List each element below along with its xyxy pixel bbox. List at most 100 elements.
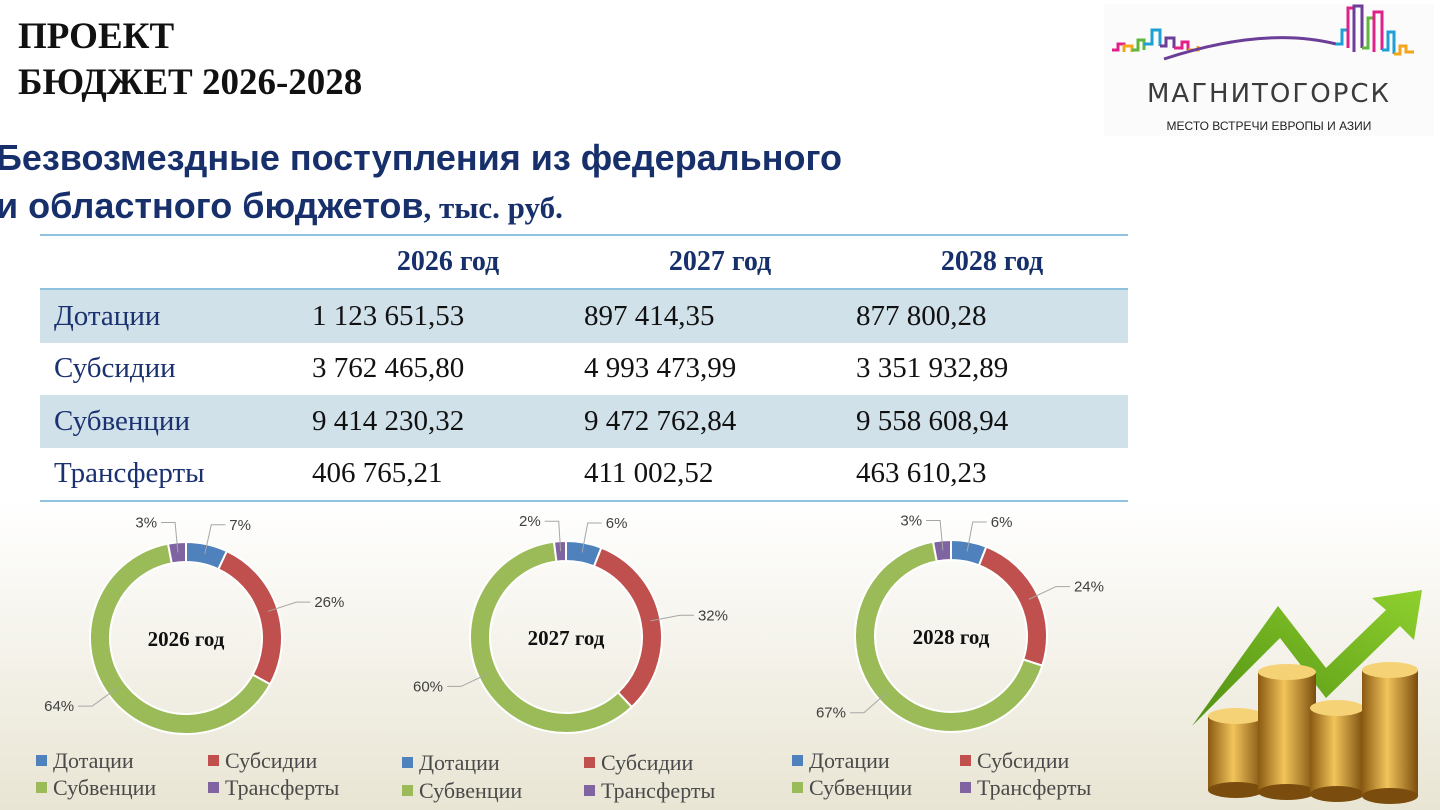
legend-label: Субвенции xyxy=(53,775,157,800)
legend-label: Трансферты xyxy=(977,775,1092,800)
legend-label: Трансферты xyxy=(225,775,340,800)
title-line-1: ПРОЕКТ xyxy=(18,16,175,57)
table-row: Субвенции 9 414 230,32 9 472 762,84 9 55… xyxy=(40,395,1128,448)
table-header-row: 2026 год 2027 год 2028 год xyxy=(40,234,1128,290)
table-cell: 9 414 230,32 xyxy=(312,395,584,448)
row-label: Дотации xyxy=(40,289,312,343)
chart-legend-2027: Дотации Субсидии Субвенции Трансферты xyxy=(402,750,742,806)
donut-chart-2026: 7% 26% 64% 3% 2026 год xyxy=(44,515,344,735)
table-cell: 9 558 608,94 xyxy=(856,395,1128,448)
leader-line xyxy=(267,601,311,612)
legend-label: Субсидии xyxy=(225,748,318,773)
donut-chart-2027: 6% 32% 60% 2% 2027 год xyxy=(413,513,728,734)
donut-slice-transferty xyxy=(931,538,952,563)
column-header: 2027 год xyxy=(584,234,856,290)
chart-legend-2026: Дотации Субсидии Субвенции Трансферты xyxy=(36,748,366,804)
leader-line xyxy=(650,614,694,622)
legend-label: Субвенции xyxy=(419,778,523,803)
legend-label: Субсидии xyxy=(601,750,694,775)
table-row: Трансферты 406 765,21 411 002,52 463 610… xyxy=(40,447,1128,502)
legend-item: Субвенции xyxy=(402,778,522,804)
column-header xyxy=(40,234,312,290)
table-row: Дотации 1 123 651,53 897 414,35 877 800,… xyxy=(40,289,1128,343)
legend-label: Субсидии xyxy=(977,748,1070,773)
leader-line xyxy=(447,673,489,687)
table-cell: 4 993 473,99 xyxy=(584,352,737,385)
donut-slice-transferty xyxy=(552,539,567,563)
data-label: 6% xyxy=(606,515,628,532)
table-cell: 1 123 651,53 xyxy=(312,289,584,343)
data-label: 7% xyxy=(229,517,251,534)
legend-label: Дотации xyxy=(53,748,134,773)
data-label: 6% xyxy=(991,514,1013,531)
budget-table: 2026 год 2027 год 2028 год Дотации 1 123… xyxy=(40,234,1128,502)
data-label: 60% xyxy=(413,678,443,695)
leader-line xyxy=(966,521,987,552)
legend-item: Дотации xyxy=(792,748,890,774)
donut-slice-subvencii xyxy=(469,540,634,734)
legend-item: Субвенции xyxy=(36,775,156,801)
data-label: 32% xyxy=(698,607,728,624)
legend-item: Субсидии xyxy=(584,750,693,776)
legend-item: Дотации xyxy=(402,750,500,776)
legend-label: Дотации xyxy=(809,748,890,773)
chart-center-label: 2028 год xyxy=(913,625,990,649)
leader-line xyxy=(926,520,944,551)
legend-item: Трансферты xyxy=(584,778,715,804)
legend-label: Дотации xyxy=(419,750,500,775)
table-cell: 406 765,21 xyxy=(312,447,584,502)
title-line-2: БЮДЖЕТ 2026-2028 xyxy=(18,62,363,103)
table-cell: 877 800,28 xyxy=(856,289,1128,343)
logo-tagline: МЕСТО ВСТРЕЧИ ЕВРОПЫ И АЗИИ xyxy=(1166,119,1372,133)
legend-item: Дотации xyxy=(36,748,134,774)
donut-slice-subvencii xyxy=(854,540,1044,733)
row-label: Субсидии xyxy=(54,352,176,385)
legend-label: Субвенции xyxy=(809,775,913,800)
data-label: 64% xyxy=(44,698,74,715)
data-label: 26% xyxy=(314,594,344,611)
data-label: 2% xyxy=(519,513,541,530)
chart-legend-2028: Дотации Субсидии Субвенции Трансферты xyxy=(792,748,1132,804)
legend-item: Субсидии xyxy=(960,748,1069,774)
legend-label: Трансферты xyxy=(601,778,716,803)
section-subtitle: Безвозмездные поступления из федеральног… xyxy=(0,134,996,232)
table-cell: 9 472 762,84 xyxy=(584,395,856,448)
legend-item: Трансферты xyxy=(208,775,339,801)
table-cell: 3 351 932,89 xyxy=(856,352,1009,385)
data-label: 3% xyxy=(135,515,157,532)
legend-item: Трансферты xyxy=(960,775,1091,801)
row-label: Субвенции xyxy=(40,395,312,448)
leader-line xyxy=(849,692,887,714)
legend-item: Субвенции xyxy=(792,775,912,801)
donut-slice-transferty xyxy=(166,540,187,565)
donut-slice-subsidii xyxy=(217,549,283,686)
subtitle-line-1: Безвозмездные поступления из федеральног… xyxy=(0,137,842,178)
leader-line xyxy=(544,520,562,552)
city-logo: МАГНИТОГОРСК МЕСТО ВСТРЕЧИ ЕВРОПЫ И АЗИИ xyxy=(1104,4,1434,136)
column-header: 2026 год xyxy=(312,234,584,290)
donut-slice-subvencii xyxy=(89,542,272,735)
table-cell: 3 762 465,80 xyxy=(312,352,465,385)
subtitle-unit: , тыс. руб. xyxy=(423,190,563,225)
leader-line xyxy=(161,522,179,553)
data-label: 3% xyxy=(900,513,922,530)
donut-chart-2028: 6% 24% 67% 3% 2028 год xyxy=(816,513,1104,733)
leader-line xyxy=(204,524,226,555)
row-label: Трансферты xyxy=(40,447,312,502)
leader-line xyxy=(78,688,117,707)
data-label: 67% xyxy=(816,705,846,722)
legend-item: Субсидии xyxy=(208,748,317,774)
table-cell: 897 414,35 xyxy=(584,289,856,343)
leader-line xyxy=(1028,586,1070,600)
chart-center-label: 2027 год xyxy=(528,626,605,650)
chart-center-label: 2026 год xyxy=(148,627,225,651)
table-cell: 463 610,23 xyxy=(856,447,1128,502)
table-cell: 411 002,52 xyxy=(584,447,856,502)
table-row: Субсидии 3 762 465,80 4 993 473,99 3 351… xyxy=(40,343,1128,396)
skyline-icon xyxy=(1112,4,1414,61)
page-title: ПРОЕКТ БЮДЖЕТ 2026-2028 xyxy=(18,14,362,106)
column-header: 2028 год xyxy=(856,234,1128,290)
growth-coins-image xyxy=(1192,590,1422,804)
leader-line xyxy=(581,522,602,553)
subtitle-line-2: и областного бюджетов xyxy=(0,185,424,226)
